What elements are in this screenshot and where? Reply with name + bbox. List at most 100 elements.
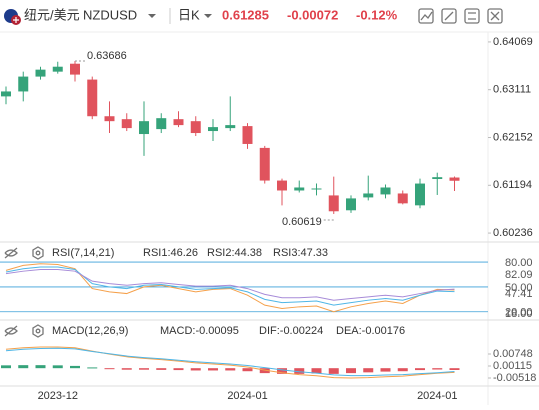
macd-bar — [363, 368, 374, 373]
macd-bar — [311, 368, 322, 374]
candle-body — [242, 126, 253, 144]
macd-bar — [156, 368, 167, 370]
settings-icon[interactable] — [32, 246, 44, 260]
candle-body — [139, 121, 149, 135]
candle-body — [397, 193, 408, 204]
change-pct: -0.12% — [356, 7, 398, 22]
candle-body — [380, 187, 391, 195]
settings-icon[interactable] — [32, 324, 44, 338]
candle-body — [173, 119, 184, 126]
y-tick-label: 0.62152 — [493, 131, 533, 143]
candle-body — [1, 91, 11, 97]
macd-bar — [328, 368, 339, 374]
y-tick-label: 0.63111 — [493, 84, 531, 96]
dropdown-arrow[interactable] — [204, 14, 212, 18]
legend-entry: DIF:-0.00224 — [259, 325, 323, 337]
macd-bar — [294, 368, 305, 374]
candle-body — [121, 119, 132, 129]
candle-body — [363, 193, 374, 198]
candle-body — [449, 177, 460, 181]
candle-body — [346, 198, 356, 211]
macd-bar — [242, 368, 253, 372]
candle-body — [87, 79, 98, 117]
candle-body — [311, 188, 322, 190]
dropdown-arrow[interactable] — [148, 14, 156, 18]
rsi-line — [5, 269, 455, 301]
macd-bar — [70, 365, 80, 369]
candle-body — [432, 177, 443, 180]
macd-bar — [449, 368, 460, 370]
candle-body — [35, 69, 46, 77]
price: 0.61285 — [222, 7, 269, 22]
macd-bar — [415, 368, 425, 371]
macd-bar — [397, 368, 408, 372]
macd-bar — [190, 368, 201, 371]
macd-line — [5, 346, 455, 379]
macd-bar — [18, 365, 29, 369]
candle-body — [52, 66, 63, 72]
macd-bar — [35, 365, 46, 369]
candle-body — [328, 195, 339, 212]
x-tick-label: 2024-01 — [417, 390, 457, 402]
compare-icon[interactable] — [464, 8, 480, 24]
candle-body — [225, 125, 236, 129]
candle-body — [104, 116, 115, 122]
y-tick-label: -0.00518 — [493, 372, 536, 384]
pair-name[interactable]: 纽元/美元 — [24, 7, 80, 22]
legend-entry: RSI2:44.38 — [207, 247, 262, 259]
macd-bar — [432, 368, 443, 370]
y-tick-label: 20.00 — [505, 307, 533, 319]
y-tick-label: 0.60236 — [493, 227, 533, 239]
indicator-title: MACD(12,26,9) — [52, 325, 128, 337]
value-tag: 18.00 — [505, 308, 533, 320]
macd-bar — [104, 368, 115, 370]
symbol[interactable]: NZDUSD — [83, 7, 137, 22]
macd-line — [5, 347, 455, 377]
y-tick-label: 0.61194 — [493, 179, 532, 191]
hide-icon[interactable] — [4, 325, 18, 337]
x-tick-label: 2024-01 — [227, 390, 267, 402]
y-tick-label: 0.64069 — [493, 36, 533, 48]
macd-bar — [225, 368, 236, 371]
macd-bar — [346, 368, 356, 374]
candle-body — [277, 180, 287, 191]
macd-bar — [52, 365, 63, 369]
legend-entry: DEA:-0.00176 — [336, 325, 405, 337]
macd-bar — [208, 368, 218, 371]
y-tick-label: 0.00115 — [493, 360, 532, 372]
macd-bar — [277, 368, 287, 374]
y-tick-label: 80.00 — [505, 257, 533, 269]
low-annotation: 0.60619 — [282, 216, 322, 228]
y-tick-label: 0.00748 — [493, 348, 533, 360]
legend-entry: RSI1:46.26 — [143, 247, 198, 259]
macd-bar — [173, 368, 184, 371]
value-tag: 82.09 — [505, 269, 533, 281]
candle-body — [415, 183, 425, 206]
fullscreen-icon[interactable] — [487, 8, 503, 24]
indicator-icon[interactable] — [418, 8, 434, 24]
candle-body — [208, 127, 218, 132]
indicator-title: RSI(7,14,21) — [52, 247, 114, 259]
flag-icon — [4, 9, 21, 25]
value-tag: 47.41 — [505, 288, 533, 300]
high-annotation: 0.63686 — [87, 50, 127, 62]
candle-body — [18, 76, 29, 92]
macd-bar — [380, 368, 391, 372]
hide-icon[interactable] — [4, 247, 18, 259]
candle-body — [156, 118, 167, 130]
candle-body — [294, 187, 305, 191]
change: -0.00072 — [287, 7, 338, 22]
macd-bar — [121, 368, 132, 370]
draw-icon[interactable] — [441, 8, 457, 24]
y-tick-label: 50.00 — [505, 282, 533, 294]
period[interactable]: 日K — [178, 7, 200, 22]
legend-entry: MACD:-0.00095 — [160, 325, 239, 337]
candle-body — [70, 63, 80, 75]
legend-entry: RSI3:47.33 — [273, 247, 328, 259]
rsi-line — [5, 263, 455, 313]
macd-bar — [259, 368, 270, 374]
x-tick-label: 2023-12 — [38, 390, 78, 402]
macd-bar — [139, 368, 149, 370]
